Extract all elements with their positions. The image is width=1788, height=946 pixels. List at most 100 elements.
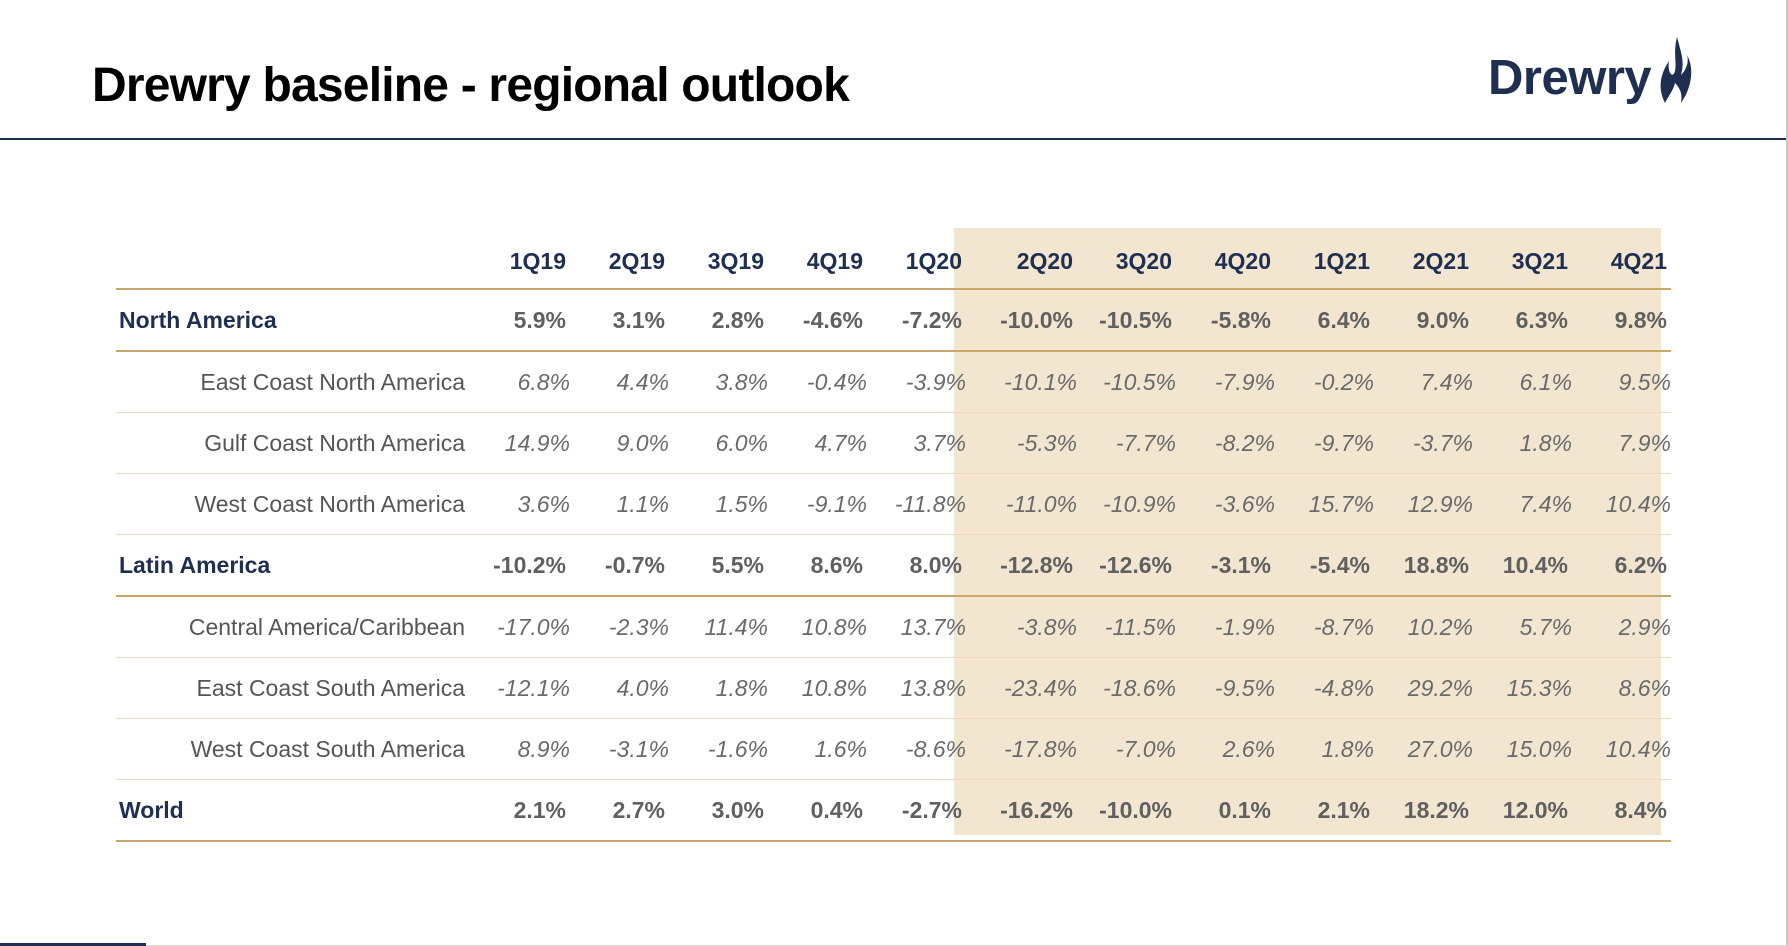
row-label: Latin America bbox=[116, 534, 471, 597]
value-cell: -10.1% bbox=[966, 351, 1077, 413]
value-cell: 2.6% bbox=[1176, 718, 1275, 780]
value-cell: 6.3% bbox=[1473, 289, 1572, 352]
column-header: 2Q21 bbox=[1374, 234, 1473, 290]
value-cell: -7.9% bbox=[1176, 351, 1275, 413]
value-cell: 0.4% bbox=[768, 779, 867, 842]
value-cell: -3.1% bbox=[570, 718, 669, 780]
row-label: Central America/Caribbean bbox=[116, 596, 471, 658]
value-cell: 10.4% bbox=[1473, 534, 1572, 597]
value-cell: 15.0% bbox=[1473, 718, 1572, 780]
regional-outlook-table: 1Q19 2Q19 3Q19 4Q19 1Q20 2Q20 3Q20 4Q20 … bbox=[116, 234, 1671, 842]
value-cell: -8.6% bbox=[867, 718, 966, 780]
subregion-row: East Coast South America -12.1% 4.0% 1.8% 10… bbox=[116, 657, 1671, 719]
value-cell: 2.7% bbox=[570, 779, 669, 842]
drewry-logo: Drewry bbox=[1488, 37, 1699, 118]
value-cell: 6.0% bbox=[669, 412, 768, 474]
value-cell: -0.2% bbox=[1275, 351, 1374, 413]
value-cell: -4.8% bbox=[1275, 657, 1374, 719]
row-label: West Coast South America bbox=[116, 718, 471, 780]
value-cell: 3.8% bbox=[669, 351, 768, 413]
column-header: 3Q21 bbox=[1473, 234, 1572, 290]
region-row: World 2.1% 2.7% 3.0% 0.4% -2.7% -16.2% -10.0% 0.… bbox=[116, 779, 1671, 842]
value-cell: 9.5% bbox=[1572, 351, 1671, 413]
value-cell: 10.8% bbox=[768, 657, 867, 719]
value-cell: 1.6% bbox=[768, 718, 867, 780]
value-cell: -8.2% bbox=[1176, 412, 1275, 474]
subregion-row: East Coast North America 6.8% 4.4% 3.8% -0.4… bbox=[116, 351, 1671, 413]
logo-wordmark: Drewry bbox=[1488, 51, 1652, 105]
value-cell: 6.8% bbox=[471, 351, 570, 413]
subregion-row: Central America/Caribbean -17.0% -2.3% 11.4… bbox=[116, 596, 1671, 658]
column-header: 1Q21 bbox=[1275, 234, 1374, 290]
value-cell: -12.6% bbox=[1077, 534, 1176, 597]
value-cell: -16.2% bbox=[966, 779, 1077, 842]
column-header: 4Q20 bbox=[1176, 234, 1275, 290]
value-cell: 8.4% bbox=[1572, 779, 1671, 842]
column-header: 3Q19 bbox=[669, 234, 768, 290]
value-cell: 10.8% bbox=[768, 596, 867, 658]
value-cell: -1.9% bbox=[1176, 596, 1275, 658]
value-cell: 6.2% bbox=[1572, 534, 1671, 597]
value-cell: 11.4% bbox=[669, 596, 768, 658]
value-cell: 10.4% bbox=[1572, 718, 1671, 780]
value-cell: 12.9% bbox=[1374, 473, 1473, 535]
slide-title: Drewry baseline - regional outlook bbox=[92, 59, 850, 112]
row-label: West Coast North America bbox=[116, 473, 471, 535]
value-cell: 8.6% bbox=[768, 534, 867, 597]
value-cell: 8.6% bbox=[1572, 657, 1671, 719]
value-cell: -5.4% bbox=[1275, 534, 1374, 597]
value-cell: 15.7% bbox=[1275, 473, 1374, 535]
value-cell: 2.1% bbox=[1275, 779, 1374, 842]
subregion-row: West Coast North America 3.6% 1.1% 1.5% -9.1… bbox=[116, 473, 1671, 535]
value-cell: -4.6% bbox=[768, 289, 867, 352]
value-cell: -23.4% bbox=[966, 657, 1077, 719]
value-cell: -3.8% bbox=[966, 596, 1077, 658]
value-cell: -0.4% bbox=[768, 351, 867, 413]
region-row: Latin America -10.2% -0.7% 5.5% 8.6% 8.0% -12.… bbox=[116, 534, 1671, 597]
value-cell: -10.9% bbox=[1077, 473, 1176, 535]
slide-edge bbox=[1786, 0, 1788, 946]
value-cell: 4.7% bbox=[768, 412, 867, 474]
value-cell: 27.0% bbox=[1374, 718, 1473, 780]
row-label: World bbox=[116, 779, 471, 842]
value-cell: -18.6% bbox=[1077, 657, 1176, 719]
value-cell: 8.9% bbox=[471, 718, 570, 780]
value-cell: -1.6% bbox=[669, 718, 768, 780]
value-cell: -3.9% bbox=[867, 351, 966, 413]
value-cell: 9.0% bbox=[570, 412, 669, 474]
value-cell: 18.8% bbox=[1374, 534, 1473, 597]
value-cell: 2.8% bbox=[669, 289, 768, 352]
row-label: North America bbox=[116, 289, 471, 352]
footer-mark bbox=[0, 943, 146, 946]
value-cell: 2.1% bbox=[471, 779, 570, 842]
value-cell: 8.0% bbox=[867, 534, 966, 597]
value-cell: 6.1% bbox=[1473, 351, 1572, 413]
value-cell: -10.5% bbox=[1077, 289, 1176, 352]
subregion-row: Gulf Coast North America 14.9% 9.0% 6.0% 4.7… bbox=[116, 412, 1671, 474]
column-header: 4Q19 bbox=[768, 234, 867, 290]
value-cell: 7.9% bbox=[1572, 412, 1671, 474]
value-cell: 2.9% bbox=[1572, 596, 1671, 658]
value-cell: 0.1% bbox=[1176, 779, 1275, 842]
value-cell: -5.3% bbox=[966, 412, 1077, 474]
value-cell: -3.6% bbox=[1176, 473, 1275, 535]
region-row: North America 5.9% 3.1% 2.8% -4.6% -7.2% -10.0… bbox=[116, 289, 1671, 352]
value-cell: -17.0% bbox=[471, 596, 570, 658]
value-cell: 10.2% bbox=[1374, 596, 1473, 658]
header-label-cell bbox=[116, 234, 471, 290]
value-cell: 5.9% bbox=[471, 289, 570, 352]
value-cell: 13.8% bbox=[867, 657, 966, 719]
row-label: East Coast South America bbox=[116, 657, 471, 719]
value-cell: 18.2% bbox=[1374, 779, 1473, 842]
flame-icon bbox=[1660, 37, 1692, 103]
column-header: 1Q19 bbox=[471, 234, 570, 290]
row-label: Gulf Coast North America bbox=[116, 412, 471, 474]
value-cell: -9.5% bbox=[1176, 657, 1275, 719]
value-cell: -10.0% bbox=[966, 289, 1077, 352]
value-cell: -12.1% bbox=[471, 657, 570, 719]
value-cell: -11.5% bbox=[1077, 596, 1176, 658]
value-cell: -7.0% bbox=[1077, 718, 1176, 780]
value-cell: 1.8% bbox=[669, 657, 768, 719]
value-cell: 5.5% bbox=[669, 534, 768, 597]
value-cell: -9.1% bbox=[768, 473, 867, 535]
